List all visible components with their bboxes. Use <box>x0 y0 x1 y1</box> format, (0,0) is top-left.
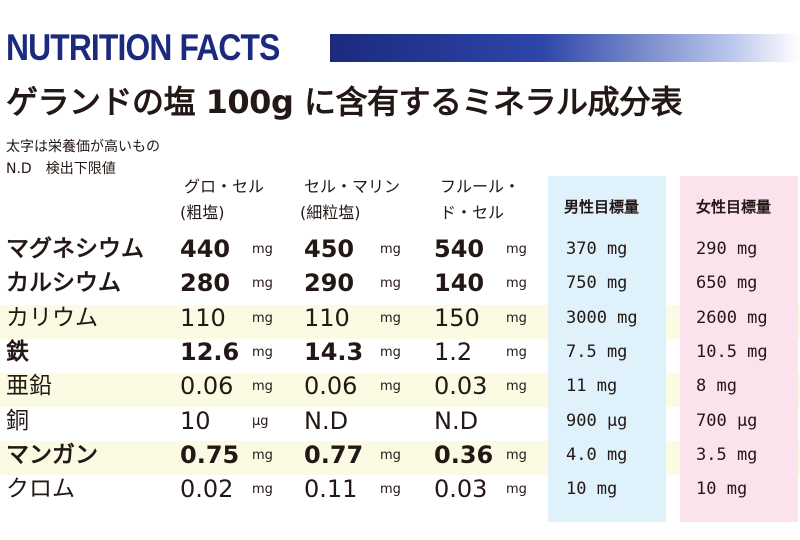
col-subheader-gros-sel: (粗塩) <box>180 203 225 222</box>
female-target-value: 10 mg <box>696 479 748 499</box>
mineral-value: N.D <box>304 407 349 435</box>
section-header: NUTRITION FACTS <box>6 27 280 68</box>
mineral-unit: mg <box>380 345 401 360</box>
mineral-value: 110 <box>304 304 350 332</box>
female-target-value: 290 mg <box>696 239 758 259</box>
mineral-unit: mg <box>380 482 401 497</box>
row-band-manganese <box>0 441 800 475</box>
female-target-value: 8 mg <box>696 376 737 396</box>
mineral-name: カリウム <box>6 305 98 331</box>
mineral-unit: mg <box>252 379 273 394</box>
mineral-value: 0.77 <box>304 441 364 469</box>
mineral-value: N.D <box>434 407 479 435</box>
mineral-value: 12.6 <box>180 338 240 366</box>
mineral-unit: mg <box>380 276 401 291</box>
mineral-name: 銅 <box>6 408 29 434</box>
male-target-value: 370 mg <box>566 239 628 259</box>
mineral-value: 10 <box>180 407 211 435</box>
mineral-unit: mg <box>380 448 401 463</box>
mineral-value: 0.06 <box>180 372 234 400</box>
mineral-unit: mg <box>506 379 527 394</box>
mineral-value: 280 <box>180 269 231 297</box>
mineral-value: 290 <box>304 269 355 297</box>
female-target-value: 10.5 mg <box>696 342 768 362</box>
mineral-value: 450 <box>304 235 355 263</box>
male-target-value: 900 μg <box>566 411 628 431</box>
mineral-unit: μg <box>252 414 269 429</box>
note-bold-meaning: 太字は栄養価が高いもの <box>6 139 160 155</box>
col-header-female-target: 女性目標量 <box>696 198 772 216</box>
mineral-name: カルシウム <box>6 270 121 296</box>
col-header-male-target: 男性目標量 <box>564 198 640 216</box>
mineral-value: 0.75 <box>180 441 240 469</box>
mineral-value: 0.02 <box>180 475 234 503</box>
mineral-value: 0.11 <box>304 475 358 503</box>
row-band-zinc <box>0 373 800 407</box>
mineral-unit: mg <box>252 276 273 291</box>
mineral-value: 14.3 <box>304 338 364 366</box>
mineral-unit: mg <box>252 448 273 463</box>
page-title: ゲランドの塩 100g に含有するミネラル成分表 <box>6 83 683 121</box>
col-header-gros-sel: グロ・セル <box>184 177 265 196</box>
mineral-value: 0.36 <box>434 441 494 469</box>
mineral-unit: mg <box>380 379 401 394</box>
mineral-unit: mg <box>380 311 401 326</box>
mineral-value: 150 <box>434 304 480 332</box>
row-band-potassium <box>0 305 800 339</box>
mineral-unit: mg <box>506 276 527 291</box>
mineral-name: 亜鉛 <box>6 373 52 399</box>
female-target-column <box>680 176 798 522</box>
col-header-fleur-de-sel: フルール・ <box>440 177 521 196</box>
mineral-unit: mg <box>252 345 273 360</box>
col-header-sel-marin: セル・マリン <box>304 177 401 196</box>
mineral-unit: mg <box>252 482 273 497</box>
col-subheader-fleur-de-sel: ド・セル <box>440 203 505 222</box>
male-target-value: 4.0 mg <box>566 445 628 465</box>
mineral-unit: mg <box>506 242 527 257</box>
mineral-unit: mg <box>506 448 527 463</box>
mineral-name: マグネシウム <box>6 236 144 262</box>
mineral-unit: mg <box>506 482 527 497</box>
mineral-value: 0.03 <box>434 475 488 503</box>
col-subheader-sel-marin: (細粒塩) <box>300 203 361 222</box>
male-target-value: 750 mg <box>566 273 628 293</box>
mineral-name: クロム <box>6 476 75 502</box>
mineral-unit: mg <box>252 311 273 326</box>
female-target-value: 3.5 mg <box>696 445 758 465</box>
mineral-name: マンガン <box>6 442 98 468</box>
note-nd-meaning: N.D 検出下限値 <box>6 161 116 177</box>
male-target-column <box>548 176 666 522</box>
male-target-value: 11 mg <box>566 376 618 396</box>
header-gradient-bar <box>330 34 800 62</box>
mineral-value: 540 <box>434 235 485 263</box>
mineral-unit: mg <box>506 345 527 360</box>
female-target-value: 700 μg <box>696 411 758 431</box>
mineral-value: 140 <box>434 269 485 297</box>
male-target-value: 10 mg <box>566 479 618 499</box>
mineral-value: 440 <box>180 235 231 263</box>
mineral-unit: mg <box>380 242 401 257</box>
female-target-value: 2600 mg <box>696 308 768 328</box>
mineral-value: 0.03 <box>434 372 488 400</box>
mineral-unit: mg <box>506 311 527 326</box>
mineral-value: 0.06 <box>304 372 358 400</box>
male-target-value: 7.5 mg <box>566 342 628 362</box>
mineral-value: 1.2 <box>434 338 473 366</box>
mineral-value: 110 <box>180 304 226 332</box>
male-target-value: 3000 mg <box>566 308 638 328</box>
mineral-name: 鉄 <box>6 339 29 365</box>
female-target-value: 650 mg <box>696 273 758 293</box>
mineral-unit: mg <box>252 242 273 257</box>
